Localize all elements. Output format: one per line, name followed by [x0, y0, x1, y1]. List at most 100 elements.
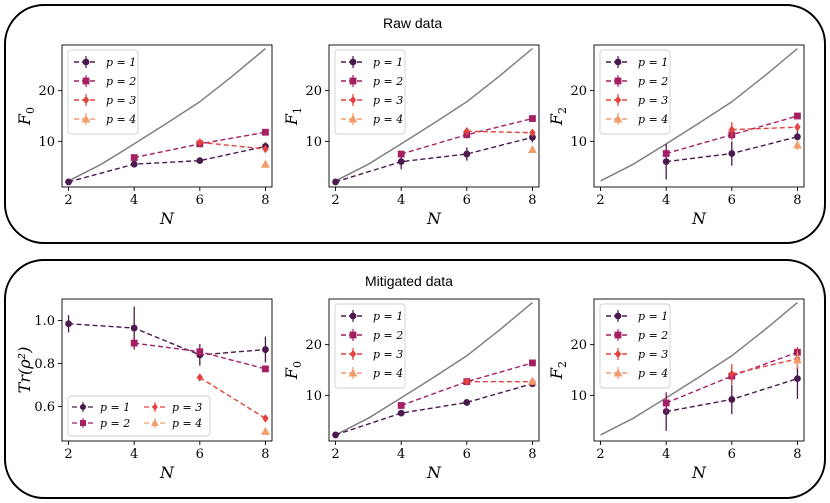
reference-curve: [600, 301, 798, 436]
legend-box: [67, 395, 211, 437]
data-point: [728, 369, 735, 379]
data-point: [332, 178, 339, 186]
data-point: [463, 150, 471, 158]
legend-label: p = 2: [373, 75, 403, 88]
reference-curve: [335, 301, 533, 436]
data-point: [794, 122, 801, 132]
legend-marker: [349, 331, 357, 339]
series-line: [335, 383, 533, 436]
data-point: [529, 133, 536, 141]
series-p3: [728, 348, 801, 385]
data-point: [528, 376, 537, 385]
x-axis-label: N: [159, 209, 175, 228]
data-point: [262, 144, 269, 154]
series-line: [199, 376, 266, 420]
x-axis-label: N: [159, 463, 175, 482]
legend-label: p = 1: [373, 56, 403, 69]
y-tick-label: 0.6: [34, 400, 55, 415]
legend-marker: [614, 331, 622, 339]
data-point: [262, 365, 269, 373]
y-tick-label: 10: [305, 389, 322, 404]
legend-label: p = 4: [638, 113, 668, 126]
data-point: [728, 125, 735, 134]
legend-label: p = 3: [638, 348, 668, 361]
plot-frame: [593, 44, 805, 188]
plot-frame: [61, 298, 273, 442]
x-tick-label: 8: [261, 193, 269, 208]
data-point: [529, 115, 536, 122]
x-tick-label: 4: [130, 447, 138, 462]
plot-frame: [593, 298, 805, 442]
x-tick-label: 6: [196, 193, 204, 208]
series-line: [466, 130, 533, 134]
legend-marker: [613, 368, 623, 377]
legend-label: p = 1: [373, 310, 403, 323]
data-point: [130, 154, 138, 161]
legend-marker: [349, 95, 357, 105]
data-point: [130, 324, 138, 332]
raw-data-title: Raw data: [383, 15, 443, 31]
series-p4: [528, 376, 537, 385]
legend-label: p = 4: [373, 367, 403, 380]
y-tick-label: 10: [570, 135, 587, 150]
legend-label: p = 4: [172, 417, 202, 430]
legend-label: p = 2: [100, 417, 130, 430]
raw-data-panel: [4, 4, 826, 244]
y-axis-label: F0: [15, 107, 37, 126]
data-point: [196, 348, 204, 356]
series-p3: [196, 373, 269, 423]
y-tick-label: 0.8: [34, 357, 55, 372]
legend-label: p = 2: [638, 329, 668, 342]
x-tick-label: 4: [662, 193, 670, 208]
series-line: [199, 141, 266, 150]
data-point: [130, 339, 138, 347]
data-point: [65, 178, 72, 186]
plot-frame: [61, 44, 273, 188]
y-axis-label: F1: [282, 107, 304, 126]
x-tick-label: 2: [64, 193, 72, 208]
x-tick-label: 2: [331, 193, 339, 208]
x-tick-label: 2: [596, 193, 604, 208]
legend-label: p = 4: [373, 113, 403, 126]
data-point: [662, 150, 670, 157]
reference-curve: [68, 47, 266, 182]
x-tick-label: 8: [528, 193, 536, 208]
data-point: [397, 409, 405, 417]
legend-marker: [80, 404, 86, 410]
y-tick-label: 20: [305, 338, 322, 353]
y-axis-label: Tr(ρ²): [15, 347, 34, 394]
data-point: [728, 396, 736, 403]
legend-marker: [80, 420, 86, 426]
x-tick-label: 4: [397, 447, 405, 462]
y-axis-label: F2: [547, 107, 569, 126]
series-p4: [261, 426, 270, 435]
series-p2: [130, 337, 269, 373]
y-tick-label: 20: [570, 84, 587, 99]
legend-marker: [349, 312, 357, 320]
x-tick-label: 4: [130, 193, 138, 208]
x-axis-label: N: [691, 463, 707, 482]
data-point: [794, 375, 801, 383]
legend-marker: [82, 95, 90, 105]
y-axis-label-subscript: 0: [291, 361, 304, 368]
data-point: [463, 399, 471, 406]
series-line: [731, 126, 798, 131]
series-line: [400, 362, 533, 407]
data-point: [528, 145, 537, 154]
y-axis-label-subscript: 2: [556, 107, 569, 114]
legend-label: p = 3: [373, 348, 403, 361]
chart-raw-f0: 2 4 6 8 10 20 N F0 p = 1 p = 2 p = 3 p = 4: [15, 44, 273, 228]
legend-marker: [614, 349, 622, 359]
legend-marker: [151, 419, 159, 427]
x-tick-label: 6: [728, 447, 736, 462]
data-point: [261, 159, 270, 168]
legend-label: p = 1: [100, 401, 130, 414]
data-point: [662, 399, 670, 407]
mitigated-data-title: Mitigated data: [365, 273, 453, 289]
x-axis-label: N: [691, 209, 707, 228]
y-axis-label-subscript: 2: [556, 361, 569, 368]
legend-label: p = 1: [638, 310, 668, 323]
series-p1: [332, 380, 536, 439]
series-line: [68, 323, 266, 356]
